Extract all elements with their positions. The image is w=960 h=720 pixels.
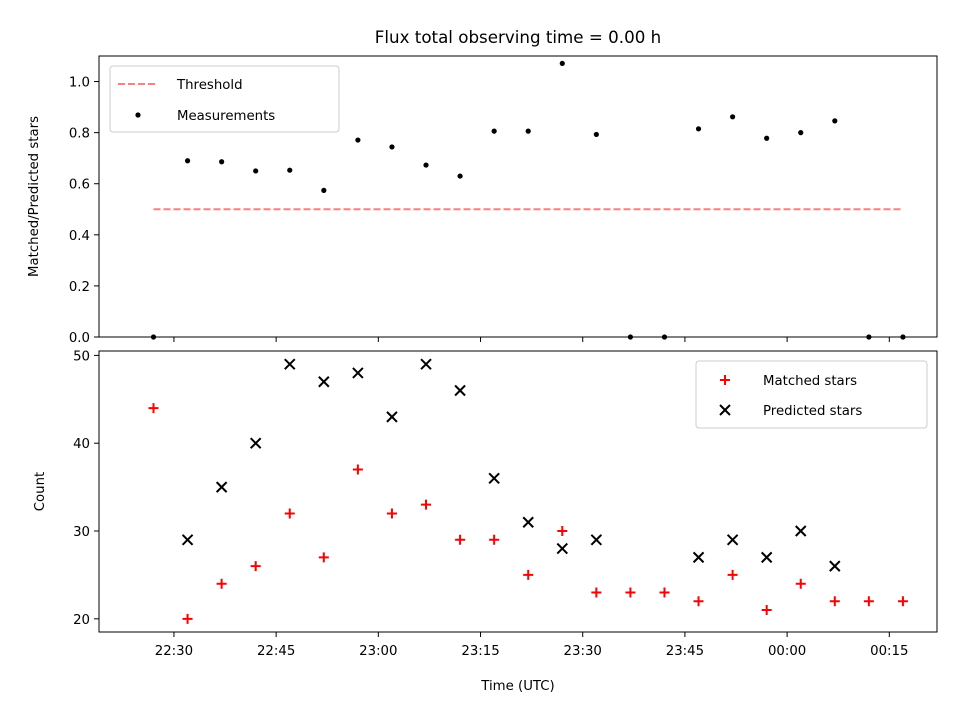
x-tick-label: 00:15 — [870, 644, 908, 659]
top-axes-frame — [98, 55, 938, 338]
measurement-point — [832, 118, 838, 124]
legend-box — [109, 65, 340, 133]
y-tick-label: 0.0 — [69, 331, 90, 346]
matched-star-point — [318, 552, 329, 563]
predicted-star-point — [318, 376, 330, 388]
matched-star-point — [250, 561, 261, 572]
matched-star-point — [591, 587, 602, 598]
matched-star-point — [557, 526, 568, 537]
legend-matched-swatch — [720, 375, 730, 385]
matched-star-point — [863, 596, 874, 607]
top-legend: Threshold Measurements — [109, 65, 340, 133]
y-tick-label: 0.8 — [69, 127, 90, 142]
bottom-y-axis-label: Count — [33, 472, 48, 512]
predicted-star-point — [284, 358, 296, 370]
matched-star-point — [659, 587, 670, 598]
x-tick-label: 23:45 — [666, 644, 704, 659]
matched-star-point — [761, 605, 772, 616]
matched-star-point — [625, 587, 636, 598]
predicted-star-point — [760, 551, 773, 564]
y-tick-label: 0.2 — [69, 280, 90, 295]
matched-star-point — [523, 569, 534, 580]
y-tick-label: 40 — [73, 437, 90, 452]
predicted-star-point — [522, 516, 534, 528]
y-tick-label: 50 — [73, 349, 90, 364]
measurement-point — [321, 187, 327, 193]
measurement-point — [593, 131, 599, 138]
chart-title: Flux total observing time = 0.00 h — [375, 27, 661, 47]
x-tick-label: 23:00 — [359, 644, 397, 659]
measurement-point — [730, 114, 736, 120]
matched-star-point — [829, 596, 840, 607]
predicted-star-point — [420, 358, 432, 370]
matched-star-point — [216, 578, 227, 589]
predicted-star-point — [249, 437, 262, 449]
measurement-point — [695, 126, 702, 132]
predicted-star-point — [590, 534, 603, 546]
x-tick-label: 22:45 — [257, 644, 295, 659]
matched-star-point — [693, 596, 704, 607]
x-axis-label: Time (UTC) — [480, 679, 555, 694]
y-tick-label: 1.0 — [69, 76, 90, 91]
bottom-legend: Matched stars Predicted stars — [695, 360, 928, 429]
predicted-star-point — [556, 542, 568, 555]
matched-star-point — [421, 499, 432, 510]
legend-box — [695, 360, 928, 429]
y-tick-label: 0.4 — [69, 229, 90, 244]
y-tick-label: 0.6 — [69, 178, 90, 193]
y-tick-label: 30 — [73, 525, 90, 540]
x-tick-label: 22:30 — [155, 644, 193, 659]
predicted-star-point — [829, 560, 841, 572]
measurement-point — [559, 60, 565, 67]
predicted-star-point — [215, 481, 228, 493]
bottom-axes-frame — [98, 350, 938, 633]
matched-star-point — [386, 508, 397, 519]
measurement-point — [287, 167, 293, 173]
top-panel: 0.0 0.2 0.4 0.6 0.8 1.0 Threshold Measurements — [69, 55, 938, 346]
matched-star-point — [284, 508, 295, 519]
measurement-point — [764, 135, 770, 141]
predicted-star-point — [692, 551, 705, 564]
matched-star-point — [455, 534, 466, 545]
measurement-point — [457, 173, 463, 179]
bottom-panel: 20 30 40 50 22:30 22:45 23:00 23:15 23:30 23:45 00… — [73, 349, 938, 659]
matched-star-point — [489, 534, 500, 545]
legend-measurements-swatch — [135, 112, 141, 118]
measurement-point — [219, 159, 225, 165]
legend-predicted-label: Predicted stars — [763, 404, 862, 419]
y-tick-label: 20 — [73, 613, 90, 628]
matched-star-point — [148, 403, 159, 414]
predicted-star-point — [181, 534, 194, 546]
measurement-point — [253, 168, 259, 174]
predicted-star-point — [726, 534, 739, 546]
top-y-axis-label: Matched/Predicted stars — [27, 116, 42, 277]
predicted-star-point — [488, 472, 500, 485]
matched-star-point — [795, 578, 806, 589]
x-tick-label: 23:15 — [461, 644, 499, 659]
measurement-point — [355, 137, 361, 143]
legend-matched-label: Matched stars — [763, 374, 857, 389]
matched-star-point — [352, 464, 363, 475]
predicted-star-point — [352, 367, 364, 379]
matched-star-point — [182, 613, 193, 624]
x-tick-label: 23:30 — [564, 644, 602, 659]
legend-threshold-label: Threshold — [176, 78, 243, 93]
x-tick-label: 00:00 — [768, 644, 806, 659]
predicted-star-point — [386, 411, 398, 423]
measurement-point — [491, 128, 497, 134]
measurement-point — [184, 158, 191, 164]
predicted-star-point — [454, 384, 466, 397]
measurement-point — [525, 128, 531, 134]
matched-star-point — [897, 596, 908, 607]
measurement-point — [389, 144, 395, 150]
measurement-point — [798, 130, 804, 136]
measurement-point — [423, 162, 429, 168]
predicted-star-point — [795, 525, 807, 537]
legend-measurements-label: Measurements — [177, 109, 275, 124]
matched-star-point — [727, 569, 738, 580]
legend-predicted-swatch — [719, 404, 731, 416]
